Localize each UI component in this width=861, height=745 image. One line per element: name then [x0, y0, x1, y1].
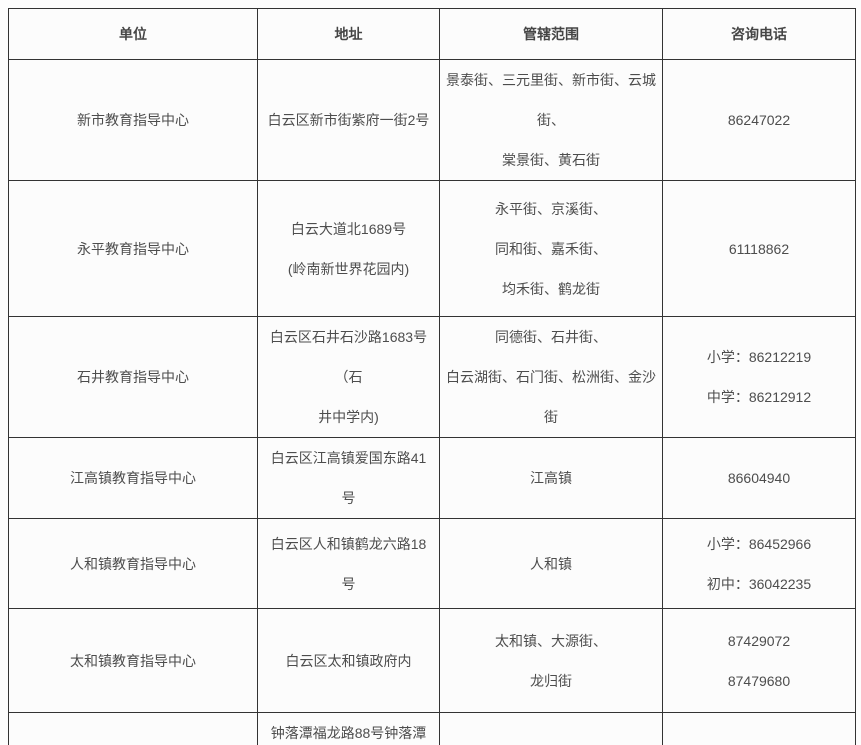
phone-cell: 86247022	[662, 59, 856, 181]
scope-cell: 景泰街、三元里街、新市街、云城街、 棠景街、黄石街	[439, 59, 663, 181]
header-address: 地址	[257, 8, 440, 60]
scope-cell: 钟落潭镇	[439, 712, 663, 745]
address-cell: 白云区石井石沙路1683号（石 井中学内)	[257, 316, 440, 438]
phone-cell: 87403000	[662, 712, 856, 745]
scope-cell: 同德街、石井街、 白云湖街、石门街、松洲街、金沙街	[439, 316, 663, 438]
phone-cell: 86604940	[662, 437, 856, 519]
address-cell: 白云区新市街紫府一街2号	[257, 59, 440, 181]
unit-cell: 永平教育指导中心	[8, 180, 258, 317]
education-centers-table: 单位 地址 管辖范围 咨询电话 新市教育指导中心 白云区新市街紫府一街2号 景泰…	[8, 8, 856, 745]
phone-cell: 小学：86212219 中学：86212912	[662, 316, 856, 438]
phone-cell: 61118862	[662, 180, 856, 317]
unit-cell: 太和镇教育指导中心	[8, 608, 258, 713]
address-cell: 白云区太和镇政府内	[257, 608, 440, 713]
table-row: 永平教育指导中心 白云大道北1689号 (岭南新世界花园内) 永平街、京溪街、 …	[8, 180, 856, 317]
header-unit: 单位	[8, 8, 258, 60]
table-row: 太和镇教育指导中心 白云区太和镇政府内 太和镇、大源街、 龙归街 8742907…	[8, 608, 856, 713]
phone-cell: 87429072 87479680	[662, 608, 856, 713]
unit-cell: 新市教育指导中心	[8, 59, 258, 181]
table-row: 江高镇教育指导中心 白云区江高镇爱国东路41号 江高镇 86604940	[8, 437, 856, 519]
table-row: 人和镇教育指导中心 白云区人和镇鹤龙六路18号 人和镇 小学：86452966 …	[8, 518, 856, 609]
unit-cell: 钟落潭镇教育指导中心	[8, 712, 258, 745]
header-phone: 咨询电话	[662, 8, 856, 60]
header-row: 单位 地址 管辖范围 咨询电话	[8, 8, 856, 60]
unit-cell: 人和镇教育指导中心	[8, 518, 258, 609]
phone-cell: 小学：86452966 初中：36042235	[662, 518, 856, 609]
header-scope: 管辖范围	[439, 8, 663, 60]
address-cell: 白云区江高镇爱国东路41号	[257, 437, 440, 519]
address-cell: 白云区人和镇鹤龙六路18号	[257, 518, 440, 609]
scope-cell: 江高镇	[439, 437, 663, 519]
address-cell: 钟落潭福龙路88号钟落潭图书 馆七楼	[257, 712, 440, 745]
unit-cell: 石井教育指导中心	[8, 316, 258, 438]
unit-cell: 江高镇教育指导中心	[8, 437, 258, 519]
scope-cell: 人和镇	[439, 518, 663, 609]
address-cell: 白云大道北1689号 (岭南新世界花园内)	[257, 180, 440, 317]
scope-cell: 太和镇、大源街、 龙归街	[439, 608, 663, 713]
table-row: 新市教育指导中心 白云区新市街紫府一街2号 景泰街、三元里街、新市街、云城街、 …	[8, 59, 856, 181]
scope-cell: 永平街、京溪街、 同和街、嘉禾街、 均禾街、鹤龙街	[439, 180, 663, 317]
table-row: 石井教育指导中心 白云区石井石沙路1683号（石 井中学内) 同德街、石井街、 …	[8, 316, 856, 438]
table-row: 钟落潭镇教育指导中心 钟落潭福龙路88号钟落潭图书 馆七楼 钟落潭镇 87403…	[8, 712, 856, 745]
